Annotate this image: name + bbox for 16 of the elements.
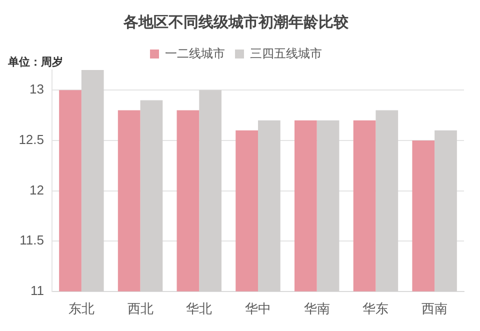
x-tick-label: 华东	[362, 300, 389, 316]
legend-label: 三四五线城市	[250, 46, 322, 60]
y-tick-label: 11	[30, 282, 44, 298]
chart-title: 各地区不同线级城市初潮年龄比较	[122, 13, 350, 32]
x-tick-label: 西南	[422, 300, 448, 316]
x-tick-label: 华南	[304, 300, 330, 316]
y-axis-title: 单位：周岁	[7, 56, 63, 69]
x-tick-label: 华中	[245, 300, 271, 316]
y-tick-label: 11.5	[20, 232, 44, 248]
x-tick-label: 东北	[68, 300, 94, 316]
x-tick-label: 华北	[186, 300, 212, 316]
legend-label: 一二线城市	[165, 46, 225, 60]
y-tick-label: 12	[30, 182, 44, 198]
x-tick-label: 西北	[127, 300, 154, 316]
y-tick-label: 12.5	[18, 132, 44, 148]
y-tick-label: 13	[30, 82, 44, 97]
